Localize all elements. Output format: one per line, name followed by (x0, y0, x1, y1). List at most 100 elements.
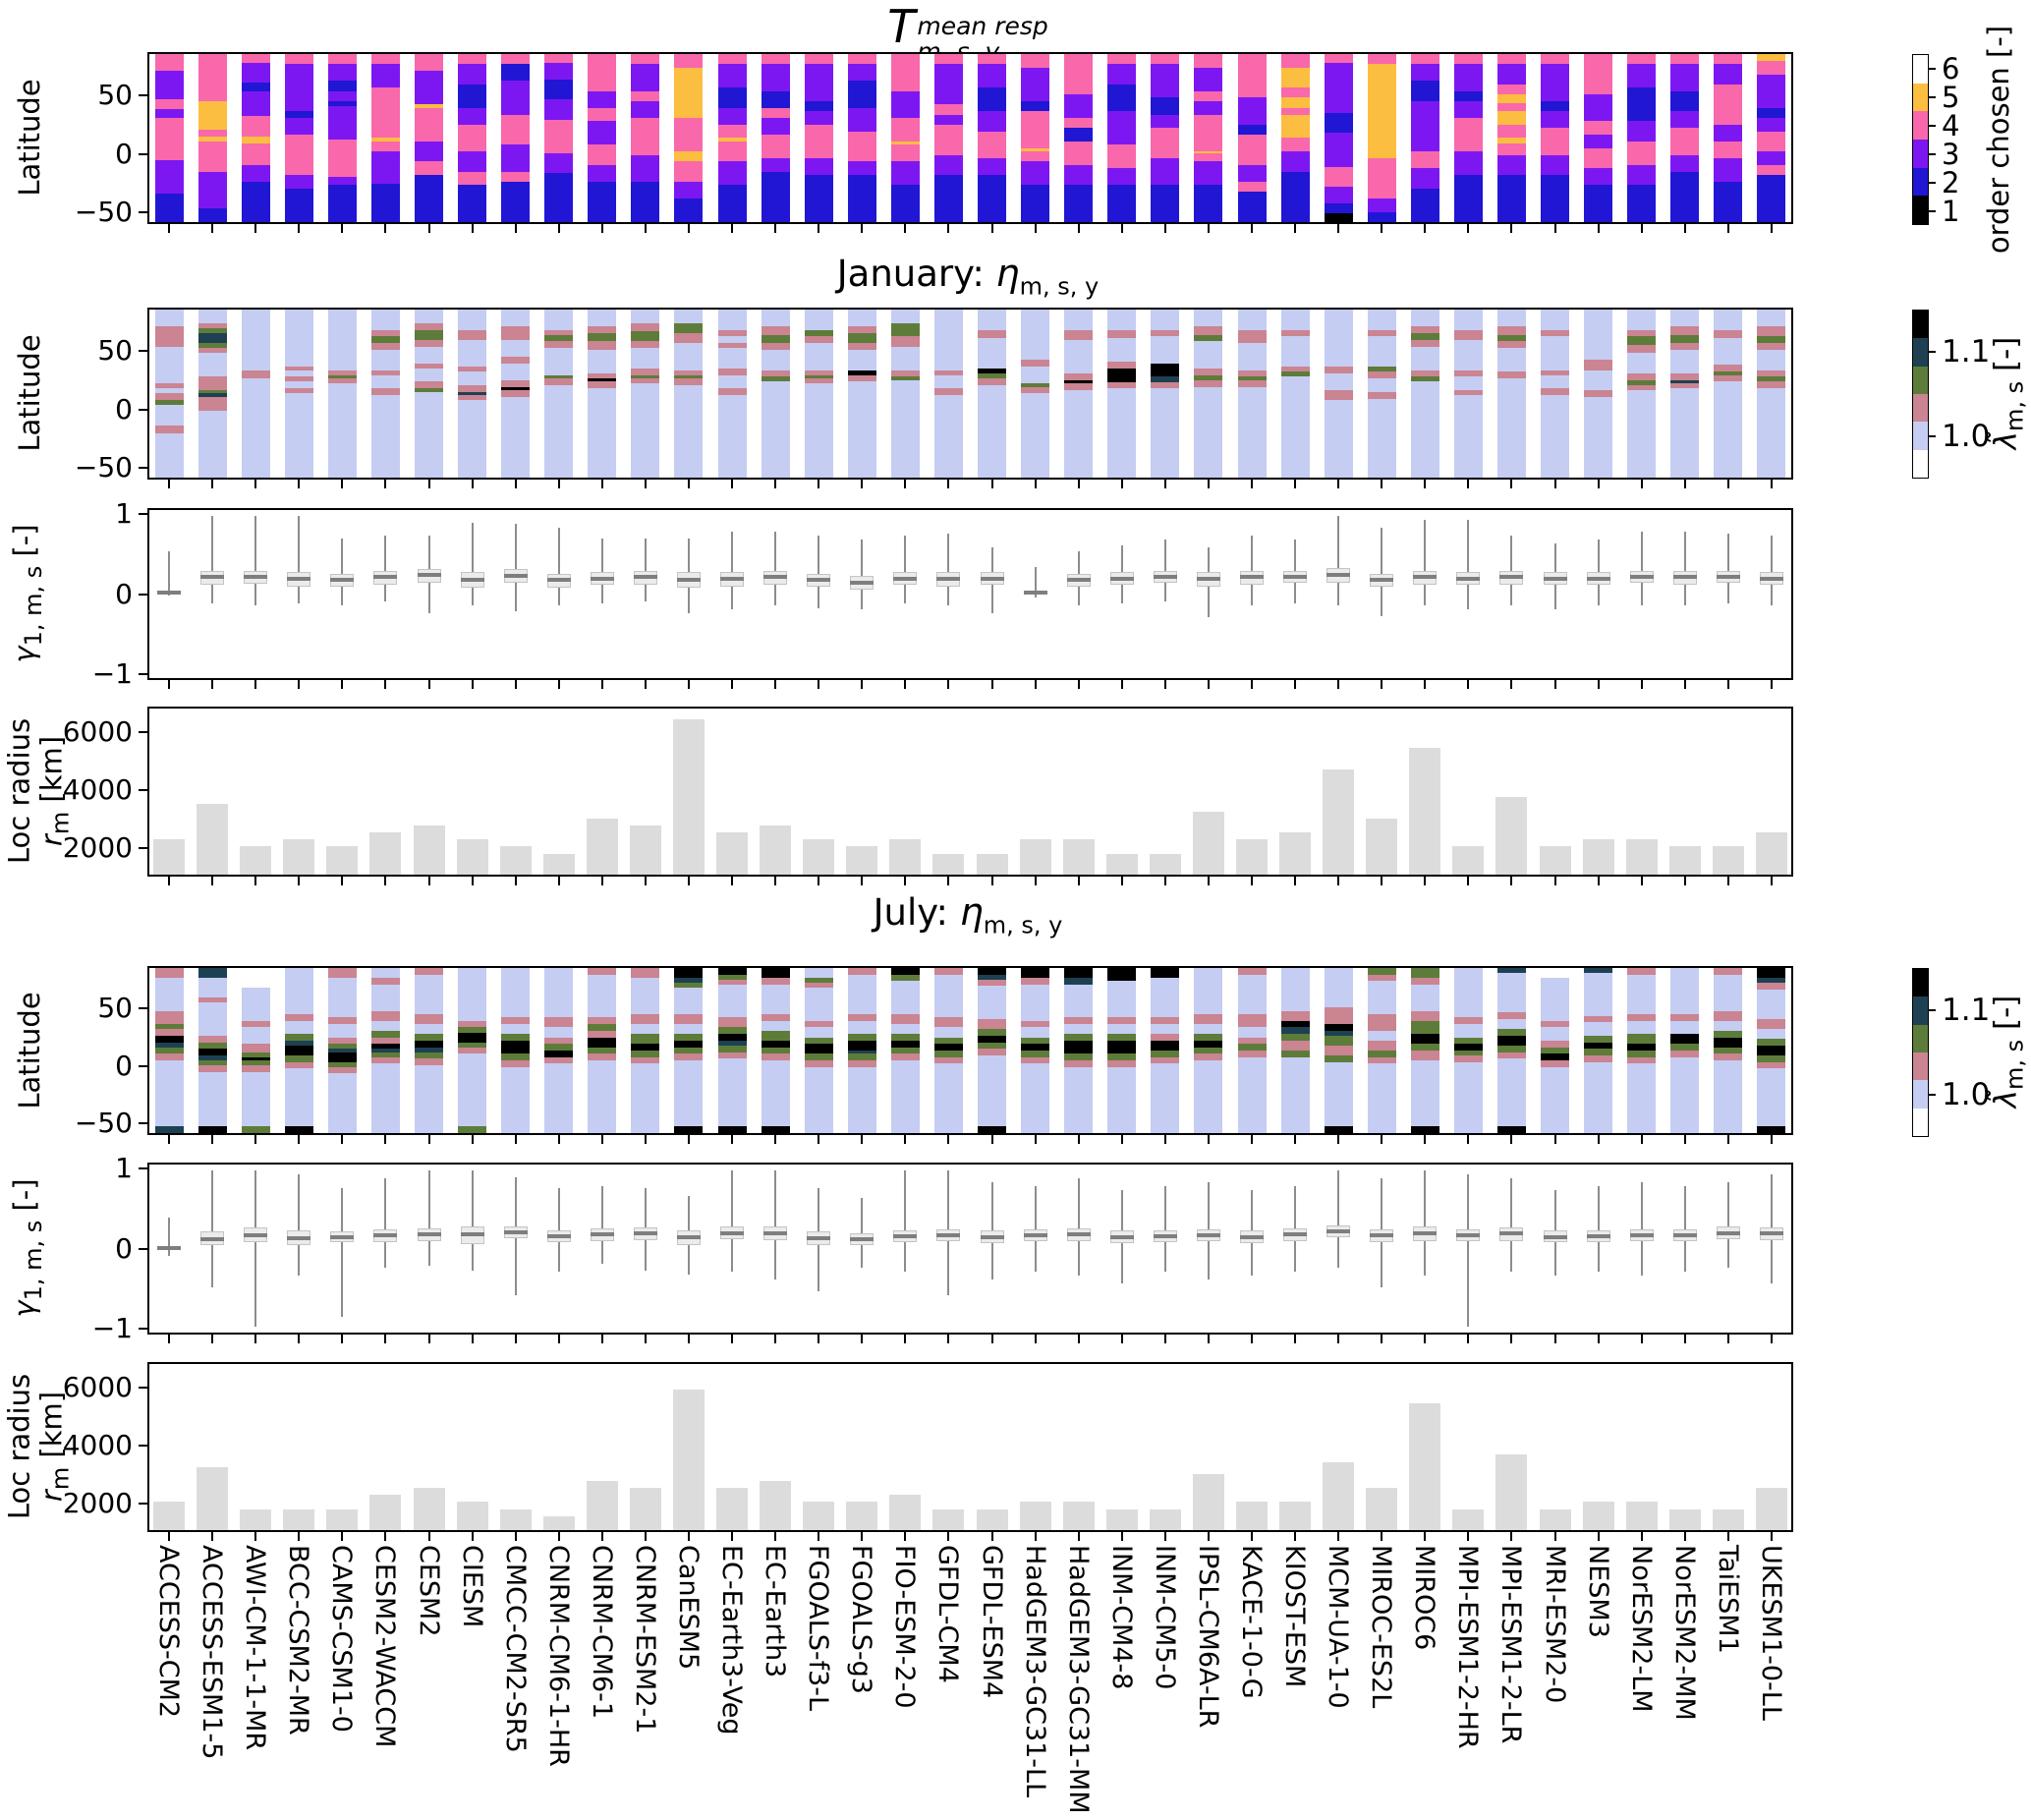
x-tick-mark (514, 680, 517, 689)
x-tick-mark (471, 680, 474, 689)
loc-radius-bar-KIOST-ESM (1279, 1502, 1312, 1530)
x-tick-label-BCC-CSM2-MR: BCC-CSM2-MR (283, 1545, 314, 1735)
loc-radius-bar-CESM2 (413, 825, 445, 875)
y-tick-mark (139, 211, 147, 214)
x-tick-mark (600, 1135, 603, 1144)
x-tick-mark (1726, 1532, 1729, 1541)
x-tick-mark (1770, 1135, 1773, 1144)
boxplot-whisker-CNRM-CM6-1 (600, 1186, 603, 1265)
x-tick-mark (904, 224, 907, 233)
boxplot-median-KIOST-ESM (1283, 575, 1308, 580)
stripe-bar-KACE-1-0-G (1237, 54, 1267, 222)
x-tick-mark (947, 480, 950, 488)
x-tick-label-KACE-1-0-G: KACE-1-0-G (1236, 1545, 1267, 1699)
stripe-bar-TaiESM1 (1714, 968, 1743, 1133)
x-tick-mark (1683, 1335, 1686, 1343)
x-tick-mark (731, 877, 734, 885)
stripe-bar-FIO-ESM-2-0 (890, 310, 920, 478)
x-tick-mark (818, 1335, 820, 1343)
colorbar-order-label: order chosen [-] (1982, 25, 2015, 255)
x-tick-mark (1553, 480, 1556, 488)
boxplot-whisker-MIROC6 (1424, 1170, 1427, 1277)
colorbar-tick-mark (1929, 1094, 1936, 1096)
x-tick-mark (904, 1532, 907, 1541)
stripe-bar-FGOALS-f3-L (804, 968, 833, 1133)
colorbar-order (1912, 54, 1929, 225)
x-tick-mark (644, 877, 647, 885)
stripe-bar-MCM-UA-1-0 (1324, 54, 1353, 222)
stripe-bar-IPSL-CM6A-LR (1194, 54, 1223, 222)
loc-radius-bar-BCC-CSM2-MR (283, 1508, 315, 1530)
x-tick-mark (1207, 1532, 1210, 1541)
x-tick-label-ACCESS-ESM1-5: ACCESS-ESM1-5 (197, 1545, 228, 1760)
stripe-bar-INM-CM5-0 (1151, 968, 1180, 1133)
y-tick-label: 1 (115, 1152, 133, 1185)
loc-radius-bar-GFDL-CM4 (932, 853, 965, 875)
boxplot-median-MIROC6 (1413, 575, 1438, 580)
loc-radius-bar-IPSL-CM6A-LR (1192, 811, 1224, 875)
stripe-bar-KIOST-ESM (1280, 310, 1310, 478)
x-tick-mark (774, 877, 777, 885)
boxplot-median-UKESM1-0-LL (1759, 576, 1783, 581)
panel-january-loc-radius-bars (147, 707, 1793, 877)
x-tick-mark (990, 1135, 993, 1144)
x-tick-mark (1294, 1335, 1297, 1343)
x-tick-mark (341, 1135, 344, 1144)
boxplot-whisker-ACCESS-CM2 (168, 1217, 171, 1257)
boxplot-whisker-MPI-ESM1-2-LR (1510, 1178, 1513, 1273)
stripe-bar-FGOALS-f3-L (804, 54, 833, 222)
x-tick-label-NESM3: NESM3 (1582, 1545, 1613, 1638)
boxplot-median-GFDL-ESM4 (980, 1234, 1004, 1239)
boxplot-median-FGOALS-f3-L (807, 578, 831, 583)
x-tick-mark (211, 1335, 214, 1343)
x-tick-mark (1120, 680, 1123, 689)
boxplot-whisker-CESM2-WACCM (384, 536, 387, 602)
x-tick-mark (1597, 480, 1600, 488)
y-tick-label: 0 (115, 577, 133, 610)
x-tick-mark (904, 877, 907, 885)
boxplot-whisker-CIESM (471, 522, 474, 606)
loc-radius-bar-FIO-ESM-2-0 (889, 839, 922, 875)
loc-radius-bar-FGOALS-g3 (846, 846, 878, 875)
x-tick-mark (687, 480, 690, 488)
stripe-bar-KIOST-ESM (1280, 54, 1310, 222)
stripe-bar-HadGEM3-GC31-MM (1064, 968, 1094, 1133)
x-tick-mark (1640, 1335, 1643, 1343)
loc-radius-bar-HadGEM3-GC31-MM (1062, 1502, 1095, 1530)
x-tick-mark (298, 224, 301, 233)
loc-radius-bar-HadGEM3-GC31-LL (1019, 839, 1051, 875)
x-tick-mark (904, 680, 907, 689)
loc-radius-bar-INM-CM5-0 (1149, 1508, 1181, 1530)
loc-radius-bar-CESM2-WACCM (369, 1495, 402, 1530)
x-tick-mark (341, 680, 344, 689)
x-tick-mark (384, 1532, 387, 1541)
x-tick-mark (774, 1532, 777, 1541)
x-tick-mark (861, 1135, 864, 1144)
loc-radius-bar-INM-CM4-8 (1105, 853, 1138, 875)
stripe-bar-CMCC-CM2-SR5 (501, 54, 531, 222)
x-tick-mark (1120, 877, 1123, 885)
stripe-bar-CNRM-CM6-1-HR (544, 968, 574, 1133)
x-tick-mark (384, 1135, 387, 1144)
x-tick-mark (427, 480, 430, 488)
x-tick-label-CNRM-CM6-1: CNRM-CM6-1 (586, 1545, 617, 1720)
x-tick-mark (1251, 680, 1253, 689)
x-tick-mark (990, 877, 993, 885)
boxplot-median-CNRM-CM6-1-HR (546, 1233, 571, 1238)
loc-radius-bar-HadGEM3-GC31-LL (1019, 1502, 1051, 1530)
stripe-bar-FIO-ESM-2-0 (890, 968, 920, 1133)
loc-radius-bar-AWI-CM-1-1-MR (240, 1508, 272, 1530)
x-tick-mark (211, 480, 214, 488)
x-tick-mark (687, 877, 690, 885)
x-tick-label-CESM2-WACCM: CESM2-WACCM (369, 1545, 401, 1748)
x-tick-mark (1207, 1335, 1210, 1343)
colorbar-lambda-july (1912, 968, 1929, 1137)
loc-radius-bar-ACCESS-CM2 (153, 839, 186, 875)
stripe-bar-INM-CM4-8 (1107, 54, 1137, 222)
loc-radius-bar-CIESM (456, 1502, 488, 1530)
y-tick-label: 0 (115, 1231, 133, 1265)
x-tick-mark (1337, 680, 1340, 689)
stripe-bar-MPI-ESM1-2-LR (1496, 310, 1526, 478)
